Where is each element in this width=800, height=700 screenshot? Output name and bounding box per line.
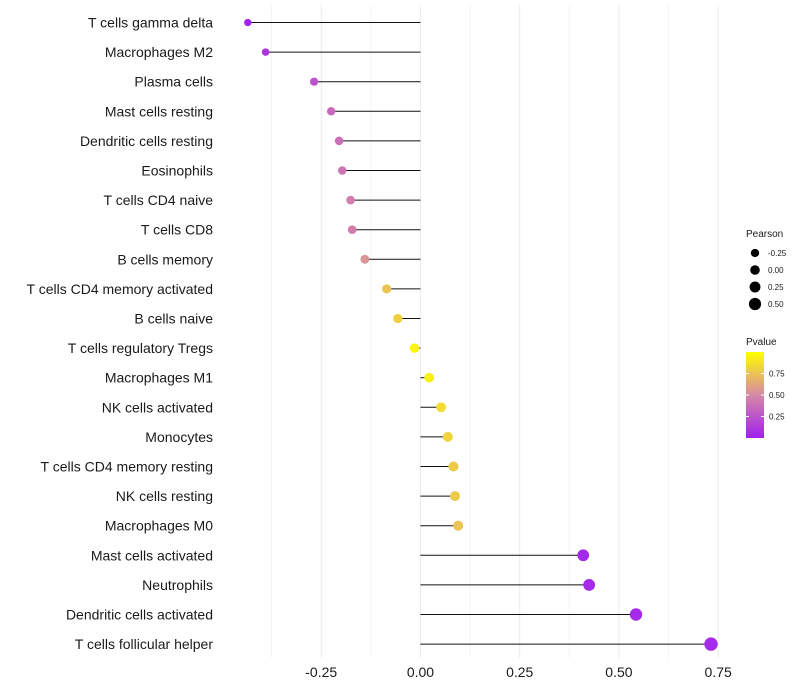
- category-label: T cells CD4 memory activated: [27, 281, 213, 297]
- points: [244, 18, 718, 651]
- x-axis-ticks: -0.25 0.00 0.25 0.50 0.75: [305, 664, 732, 680]
- category-label: T cells CD4 naive: [104, 192, 214, 208]
- data-point: [453, 520, 464, 531]
- category-label: Neutrophils: [142, 577, 213, 593]
- colorbar-label: 0.25: [769, 413, 785, 422]
- category-label: Macrophages M2: [105, 44, 213, 60]
- data-point: [449, 491, 461, 502]
- pearson-size-legend: Pearson -0.25 0.00 0.25 0.50: [746, 229, 787, 311]
- colorbar-label: 0.50: [769, 391, 785, 400]
- data-point: [409, 343, 420, 353]
- x-tick-label: 0.25: [506, 664, 533, 680]
- category-label: Mast cells resting: [105, 103, 213, 119]
- category-label: T cells CD4 memory resting: [41, 459, 213, 475]
- size-legend-dot: [750, 265, 760, 275]
- data-point: [424, 372, 435, 383]
- data-point: [334, 136, 344, 146]
- data-point: [393, 313, 403, 324]
- data-point: [326, 107, 336, 116]
- data-point: [442, 431, 453, 442]
- colorbar-label: 0.75: [769, 370, 785, 379]
- data-point: [347, 225, 357, 235]
- data-point: [448, 461, 459, 472]
- category-label: Monocytes: [145, 429, 213, 445]
- pvalue-legend-title: Pvalue: [746, 337, 777, 348]
- grid-lines: [271, 5, 719, 658]
- x-tick-label: 0.50: [605, 664, 632, 680]
- category-label: B cells naive: [134, 311, 213, 327]
- pearson-legend-title: Pearson: [746, 229, 783, 240]
- data-point: [436, 402, 447, 413]
- category-label: B cells memory: [117, 251, 213, 267]
- pvalue-color-legend: Pvalue 0.25 0.50 0.75: [746, 337, 785, 438]
- data-point: [583, 578, 596, 591]
- size-legend-dot: [750, 248, 760, 258]
- data-point: [704, 637, 718, 651]
- category-label: Plasma cells: [134, 74, 213, 90]
- size-legend-label: 0.50: [768, 300, 784, 309]
- size-legend-label: -0.25: [768, 249, 787, 258]
- data-point: [261, 48, 270, 56]
- pvalue-colorbar: [746, 352, 764, 438]
- category-label: Macrophages M1: [105, 370, 213, 386]
- x-tick-label: 0.00: [407, 664, 434, 680]
- category-label: Dendritic cells resting: [80, 133, 213, 149]
- category-label: Macrophages M0: [105, 518, 213, 534]
- data-point: [337, 166, 347, 175]
- category-label: NK cells resting: [116, 488, 213, 504]
- data-point: [629, 608, 643, 621]
- category-label: Dendritic cells activated: [66, 607, 213, 623]
- size-legend-dot: [749, 281, 761, 293]
- data-point: [244, 18, 252, 27]
- size-legend-label: 0.25: [768, 283, 784, 292]
- category-labels: T cells gamma delta Macrophages M2 Plasma …: [27, 15, 214, 653]
- category-label: T cells CD8: [141, 222, 213, 238]
- x-tick-label: 0.75: [705, 664, 732, 680]
- category-label: Mast cells activated: [91, 547, 213, 563]
- stems: [247, 22, 712, 645]
- data-point: [346, 195, 355, 205]
- category-label: Eosinophils: [141, 163, 213, 179]
- size-legend-label: 0.00: [768, 266, 784, 275]
- category-label: T cells gamma delta: [88, 15, 213, 31]
- category-label: T cells follicular helper: [75, 636, 214, 652]
- category-label: T cells regulatory Tregs: [68, 340, 213, 356]
- size-legend-dot: [748, 297, 762, 311]
- category-label: NK cells activated: [102, 399, 213, 415]
- data-point: [309, 77, 319, 86]
- data-point: [577, 549, 590, 562]
- data-point: [360, 254, 370, 264]
- data-point: [382, 284, 392, 294]
- x-tick-label: -0.25: [305, 664, 337, 680]
